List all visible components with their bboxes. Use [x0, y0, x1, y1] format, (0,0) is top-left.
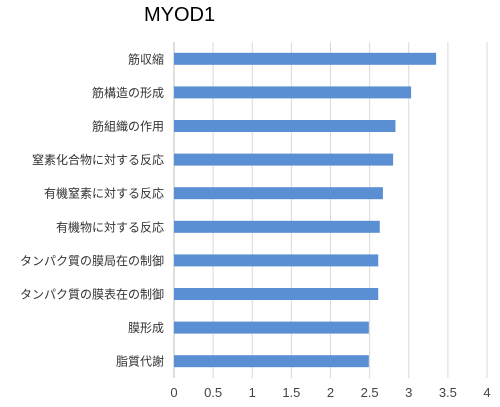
category-label-2: 筋組織の作用: [92, 119, 164, 134]
x-tick-label: 4: [483, 385, 490, 400]
category-label-1: 筋構造の形成: [92, 85, 164, 100]
x-tick-labels: 0 0.5 1 1.5 2 2.5 3 3.5 4: [170, 385, 490, 400]
bar-9: [174, 355, 369, 368]
chart-title: MYOD1: [144, 4, 216, 26]
category-label-4: 有機窒素に対する反応: [44, 186, 164, 201]
category-label-0: 筋収縮: [128, 51, 164, 66]
bar-2: [174, 120, 396, 132]
bar-1: [174, 86, 412, 99]
x-tick-label: 1: [249, 385, 256, 400]
bar-3: [174, 153, 394, 166]
category-label-6: タンパク質の膜局在の制御: [20, 253, 164, 268]
x-tick-label: 3: [405, 385, 412, 400]
category-label-7: タンパク質の膜表在の制御: [20, 287, 164, 302]
category-label-3: 窒素化合物に対する反応: [32, 152, 164, 167]
category-label-5: 有機物に対する反応: [56, 219, 164, 234]
x-tick-label: 0: [170, 385, 177, 400]
category-label-8: 膜形成: [128, 321, 164, 335]
x-tick-label: 0.5: [204, 385, 222, 400]
category-labels: 筋収縮筋構造の形成筋組織の作用窒素化合物に対する反応有機窒素に対する反応有機物に…: [20, 51, 164, 368]
x-tick-label: 3.5: [439, 385, 457, 400]
bar-4: [174, 187, 383, 200]
category-label-9: 脂質代謝: [116, 354, 164, 369]
x-tick-label: 2: [327, 385, 334, 400]
bar-8: [174, 321, 369, 334]
bar-0: [174, 52, 437, 65]
bar-6: [174, 254, 379, 267]
bar-5: [174, 220, 380, 233]
bars: [174, 52, 437, 368]
x-tick-label: 1.5: [282, 385, 300, 400]
bar-7: [174, 288, 379, 300]
x-tick-label: 2.5: [361, 385, 379, 400]
